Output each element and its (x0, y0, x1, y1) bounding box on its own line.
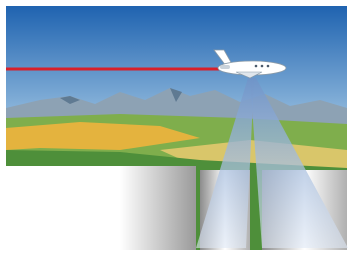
ground-panel (6, 166, 196, 250)
illustration (0, 0, 353, 256)
